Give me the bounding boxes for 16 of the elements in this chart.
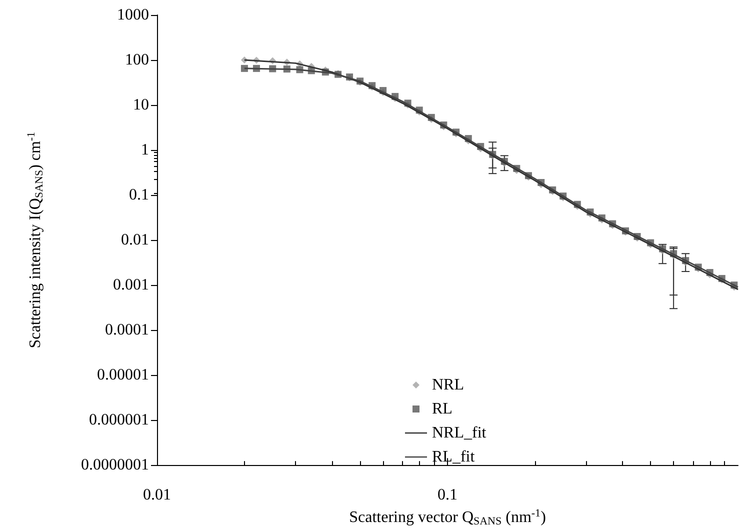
y-tick-label: 0.001 — [113, 276, 149, 294]
y-tick-label: 10 — [133, 96, 149, 114]
y-tick-label: 0.0000001 — [81, 456, 149, 474]
legend-label: NRL_fit — [432, 424, 487, 442]
legend-label: RL_fit — [432, 448, 476, 466]
y-tick-label: 0.000001 — [89, 412, 149, 429]
legend-label: NRL — [432, 376, 464, 394]
legend-label: RL — [432, 400, 452, 418]
y-tick-label: 0.01 — [121, 232, 149, 249]
y-axis-title: Scattering intensity I(QSANS) cm-1 — [26, 132, 46, 348]
y-tick-label: 0.1 — [129, 186, 149, 204]
y-tick-label: 0.0001 — [105, 322, 149, 339]
y-tick-label: 0.00001 — [97, 366, 149, 384]
y-tick-label: 1000 — [117, 6, 149, 24]
y-tick-label: 1 — [141, 142, 149, 159]
y-tick-label: 100 — [125, 52, 149, 69]
